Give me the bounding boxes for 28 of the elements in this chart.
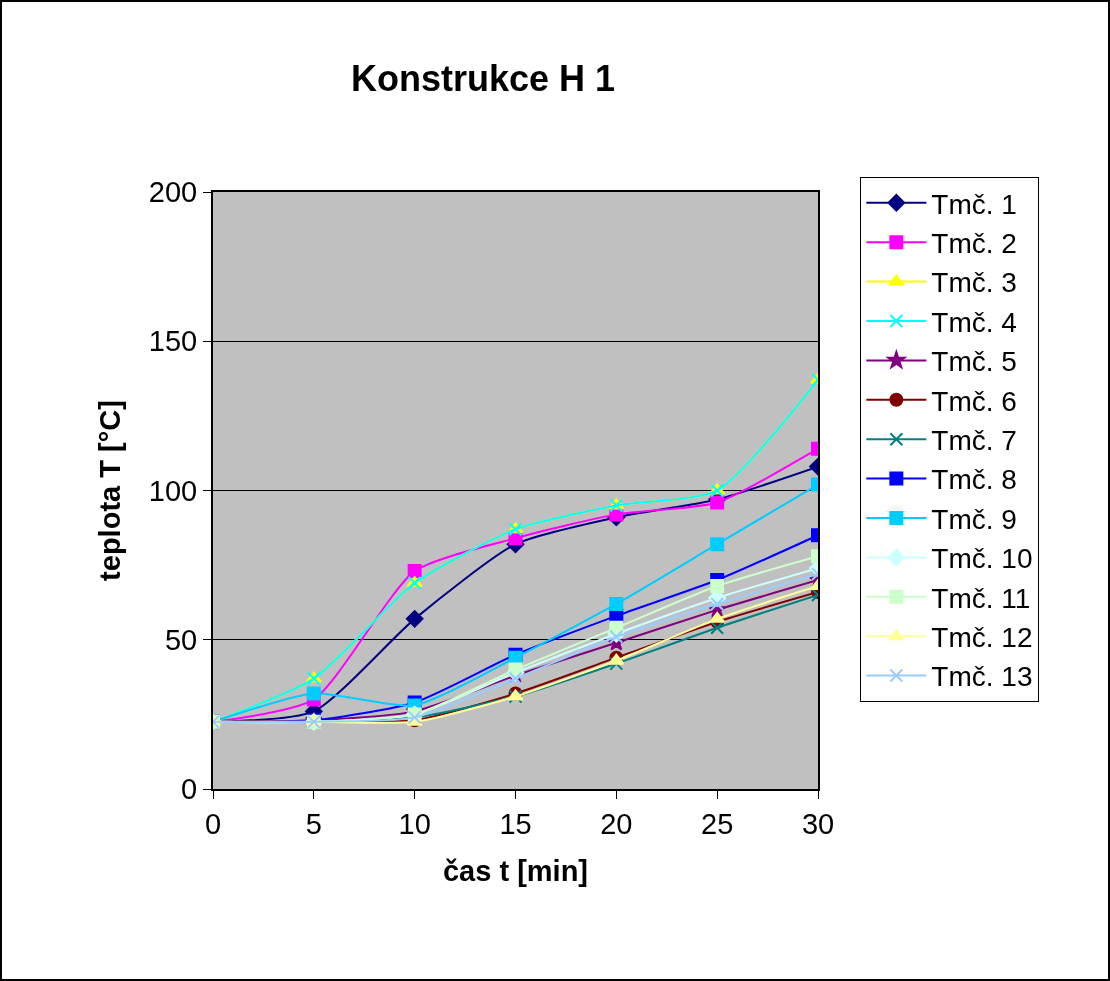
y-axis-title: teplota T [°C] <box>93 400 126 581</box>
y-tick-label: 200 <box>148 176 198 209</box>
legend-label: Tmč. 4 <box>931 306 1017 338</box>
legend-label: Tmč. 3 <box>931 267 1017 299</box>
x-tick-label: 10 <box>398 807 431 840</box>
y-tick-label: 50 <box>164 623 198 656</box>
legend-label: Tmč. 9 <box>931 503 1017 535</box>
x-tick-label: 0 <box>204 807 222 840</box>
legend-label: Tmč. 5 <box>931 346 1017 378</box>
x-tick-label: 15 <box>499 807 532 840</box>
legend-label: Tmč. 1 <box>931 188 1017 220</box>
x-tick-label: 20 <box>600 807 633 840</box>
legend-label: Tmč. 11 <box>931 582 1031 614</box>
y-tick-label: 150 <box>148 325 198 358</box>
legend-label: Tmč. 10 <box>931 543 1033 575</box>
x-tick-label: 5 <box>305 807 322 840</box>
legend-label: Tmč. 8 <box>931 464 1017 496</box>
legend-label: Tmč. 13 <box>931 661 1033 693</box>
legend-label: Tmč. 6 <box>931 385 1017 417</box>
chart-title: Konstrukce H 1 <box>351 57 616 99</box>
x-tick-label: 30 <box>801 807 835 840</box>
x-axis-title: čas t [min] <box>442 855 589 888</box>
legend-label: Tmč. 12 <box>931 622 1033 654</box>
legend-label: Tmč. 2 <box>931 228 1017 260</box>
x-tick-label: 25 <box>701 807 734 840</box>
y-tick-label: 100 <box>148 474 198 507</box>
y-tick-label: 0 <box>181 773 198 806</box>
legend-label: Tmč. 7 <box>931 425 1017 457</box>
